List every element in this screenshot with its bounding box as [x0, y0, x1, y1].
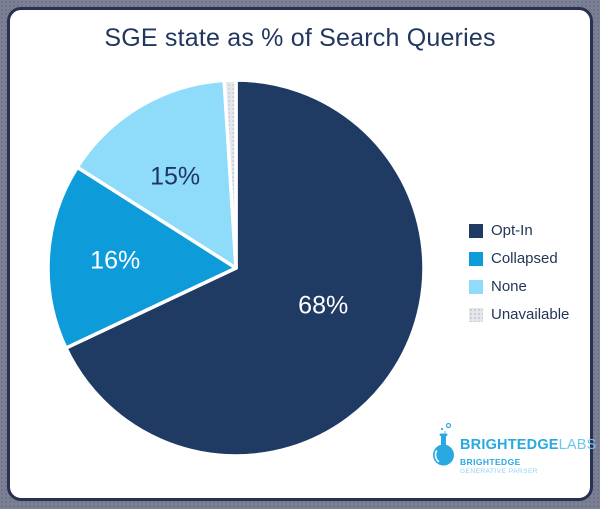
legend-label: Collapsed [491, 250, 558, 267]
chart-legend: Opt-In Collapsed None Unavailable [469, 222, 569, 323]
pie-slice-opt-in [64, 78, 426, 458]
legend-label: None [491, 278, 527, 295]
legend-item-unavailable: Unavailable [469, 306, 569, 323]
pie-slice-unavailable [222, 78, 238, 270]
pie-slice-collapsed [46, 165, 238, 350]
brand-sub-subtitle: GENERATIVE PARSER [460, 467, 538, 475]
legend-item-collapsed: Collapsed [469, 250, 569, 267]
legend-swatch [469, 223, 483, 238]
pie-slice-label-collapsed: 16% [90, 246, 140, 274]
legend-label: Opt-In [491, 222, 533, 239]
chart-title: SGE state as % of Search Queries [104, 24, 496, 52]
legend-swatch [469, 251, 483, 266]
brand-name: BRIGHTEDGELABS [460, 437, 597, 453]
brightedge-logo: BRIGHTEDGELABS BRIGHTEDGE GENERATIVE PAR… [431, 421, 597, 475]
brand-name-bold: BRIGHTEDGE [460, 437, 559, 453]
flask-icon [433, 422, 454, 466]
legend-item-none: None [469, 278, 569, 295]
legend-swatch [469, 307, 483, 322]
brand-sub-title: BRIGHTEDGE [460, 457, 521, 467]
pie-slice-label-none: 15% [150, 162, 200, 190]
legend-label: Unavailable [491, 306, 570, 323]
pie-slice-none [75, 78, 238, 270]
pie-slice-label-opt-in: 68% [298, 292, 348, 320]
legend-item-opt-in: Opt-In [469, 222, 569, 239]
legend-swatch [469, 279, 483, 294]
brand-name-light: LABS [558, 437, 597, 453]
